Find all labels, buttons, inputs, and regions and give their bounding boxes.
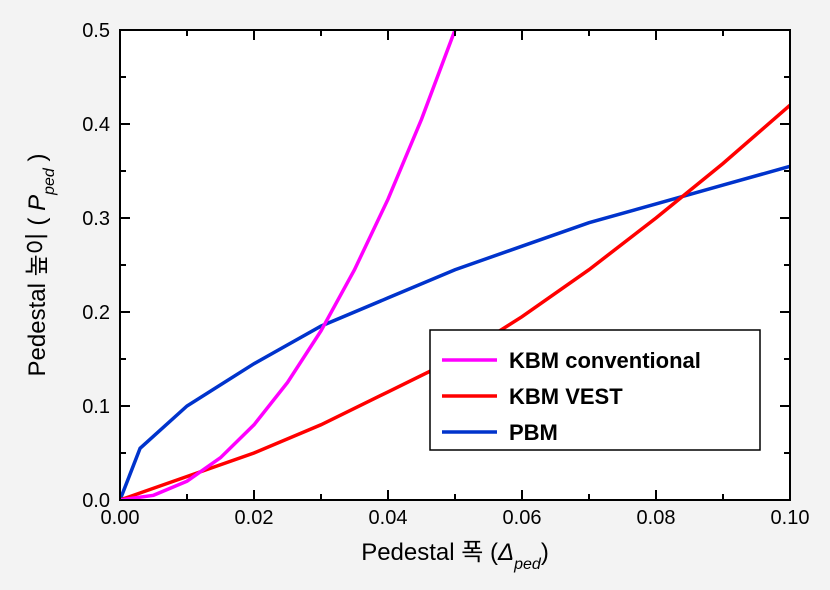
legend: KBM conventional KBM VEST PBM xyxy=(430,330,760,450)
y-tick-label: 0.4 xyxy=(82,114,110,136)
chart-container: 0.000.020.040.060.080.100.00.10.20.30.40… xyxy=(0,0,830,590)
pedestal-chart: 0.000.020.040.060.080.100.00.10.20.30.40… xyxy=(0,0,830,590)
y-tick-label: 0.0 xyxy=(82,490,110,512)
legend-label: KBM VEST xyxy=(509,384,623,409)
x-tick-label: 0.02 xyxy=(235,507,274,529)
legend-label: PBM xyxy=(509,420,558,445)
legend-label: KBM conventional xyxy=(509,348,701,373)
y-tick-label: 0.1 xyxy=(82,396,110,418)
y-tick-label: 0.2 xyxy=(82,302,110,324)
y-tick-label: 0.5 xyxy=(82,20,110,42)
x-tick-label: 0.06 xyxy=(503,507,542,529)
x-tick-label: 0.08 xyxy=(637,507,676,529)
y-tick-label: 0.3 xyxy=(82,208,110,230)
x-tick-label: 0.04 xyxy=(369,507,408,529)
x-tick-label: 0.10 xyxy=(771,507,810,529)
